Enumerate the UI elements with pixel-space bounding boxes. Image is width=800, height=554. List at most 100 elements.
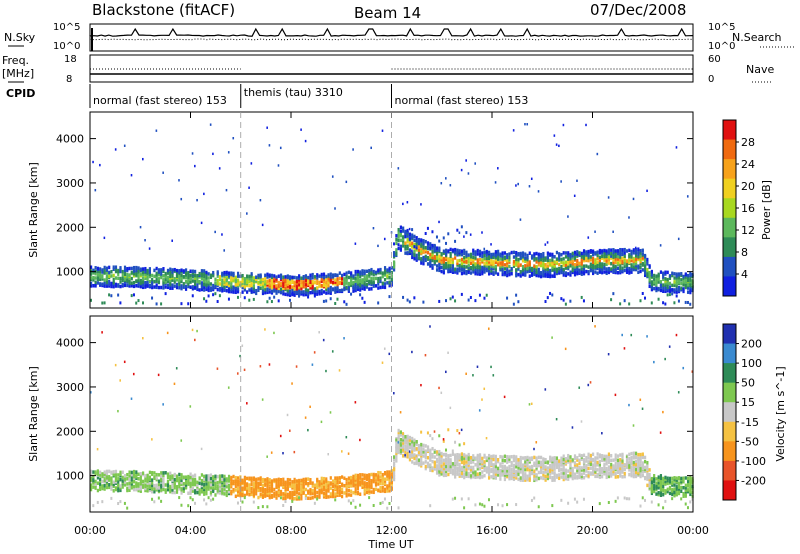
power-echo-cell <box>361 269 364 273</box>
velocity-echo-cell <box>675 476 678 480</box>
velocity-echo-cell <box>454 453 457 457</box>
power-echo-cell <box>675 276 678 280</box>
power-echo-cell <box>628 302 631 306</box>
velocity-echo-cell <box>277 479 280 484</box>
velocity-echo-cell <box>610 462 613 467</box>
power-echo-cell <box>363 300 366 304</box>
velocity-noise-cell <box>578 386 581 389</box>
velocity-echo-cell <box>454 461 457 465</box>
power-echo-cell <box>485 262 488 266</box>
power-echo-cell <box>485 268 488 273</box>
velocity-echo-cell <box>162 479 165 484</box>
velocity-echo-cell <box>408 452 412 456</box>
velocity-echo-cell <box>420 445 423 449</box>
power-echo-cell <box>682 282 685 287</box>
velocity-echo-cell <box>585 473 588 478</box>
velocity-echo-cell <box>648 472 651 477</box>
velocity-echo-cell <box>178 487 181 491</box>
velocity-echo-cell <box>286 480 289 485</box>
power-echo-cell <box>250 283 253 288</box>
velocity-echo-cell <box>438 460 441 464</box>
velocity-echo-cell <box>420 450 423 455</box>
velocity-echo-cell <box>659 491 663 495</box>
power-echo-cell <box>612 265 615 269</box>
velocity-echo-cell <box>578 461 581 465</box>
power-noise-cell <box>576 179 578 182</box>
velocity-echo-cell <box>293 479 296 484</box>
power-echo-cell <box>677 280 681 285</box>
velocity-noise-cell <box>295 365 298 368</box>
velocity-echo-cell <box>689 486 692 491</box>
power-noise-cell <box>517 182 519 186</box>
power-echo-cell <box>487 264 491 269</box>
velocity-echo-cell <box>549 455 552 460</box>
velocity-echo-cell <box>517 472 520 477</box>
velocity-echo-cell <box>551 456 554 460</box>
power-echo-cell <box>490 254 493 259</box>
velocity-echo-cell <box>648 484 651 488</box>
power-echo-cell <box>458 249 461 253</box>
power-echo-cell <box>485 264 488 268</box>
velocity-echo-cell <box>603 454 606 459</box>
velocity-echo-cell <box>621 470 624 474</box>
velocity-echo-cell <box>189 484 192 488</box>
velocity-echo-cell <box>506 457 509 461</box>
power-noise-cell <box>463 235 465 238</box>
velocity-echo-cell <box>368 489 371 493</box>
power-echo-cell <box>293 280 296 285</box>
power-echo-cell <box>528 262 531 267</box>
velocity-echo-cell <box>607 472 611 476</box>
power-echo-cell <box>399 238 402 243</box>
velocity-echo-cell <box>467 452 470 457</box>
power-echo-cell <box>257 286 260 290</box>
velocity-echo-cell <box>248 483 251 487</box>
velocity-echo-cell <box>162 471 165 475</box>
power-echo-cell <box>537 274 540 278</box>
velocity-echo-cell <box>316 497 319 501</box>
power-echo-cell <box>334 278 337 282</box>
power-echo-cell <box>234 285 237 290</box>
velocity-echo-cell <box>175 474 179 479</box>
power-echo-cell <box>132 274 136 278</box>
velocity-echo-cell <box>469 467 473 472</box>
velocity-echo-cell <box>307 489 310 493</box>
power-echo-cell <box>576 262 579 266</box>
velocity-noise-cell <box>304 416 307 419</box>
velocity-echo-cell <box>528 456 531 461</box>
power-echo-cell <box>474 299 477 303</box>
velocity-colorbar-swatch <box>723 460 736 481</box>
power-echo-cell <box>243 296 246 300</box>
power-echo-cell <box>628 260 631 265</box>
power-noise-cell <box>180 197 183 201</box>
velocity-echo-cell <box>304 481 308 486</box>
power-echo-cell <box>644 257 647 262</box>
velocity-echo-cell <box>591 465 595 469</box>
velocity-echo-cell <box>212 497 215 501</box>
power-echo-cell <box>662 286 665 290</box>
power-echo-cell <box>610 256 613 260</box>
power-echo-cell <box>544 272 547 277</box>
power-echo-cell <box>478 249 482 254</box>
power-echo-cell <box>596 250 599 254</box>
velocity-echo-cell <box>194 489 197 493</box>
power-echo-cell <box>454 239 457 243</box>
velocity-echo-cell <box>524 456 527 460</box>
power-echo-cell <box>92 278 95 282</box>
power-echo-cell <box>465 259 468 264</box>
power-echo-cell <box>524 266 527 271</box>
velocity-echo-cell <box>539 470 543 475</box>
velocity-echo-cell <box>413 438 416 442</box>
velocity-echo-cell <box>273 478 276 482</box>
velocity-echo-cell <box>492 468 495 473</box>
power-echo-cell <box>255 288 258 293</box>
velocity-echo-cell <box>112 482 115 487</box>
power-echo-cell <box>99 274 102 278</box>
velocity-echo-cell <box>472 465 475 470</box>
power-echo-cell <box>203 285 206 289</box>
power-echo-cell <box>90 284 93 288</box>
velocity-noise-cell <box>96 447 99 451</box>
velocity-echo-cell <box>216 487 219 491</box>
power-echo-cell <box>653 277 656 281</box>
velocity-echo-cell <box>173 480 176 484</box>
velocity-echo-cell <box>142 485 145 489</box>
